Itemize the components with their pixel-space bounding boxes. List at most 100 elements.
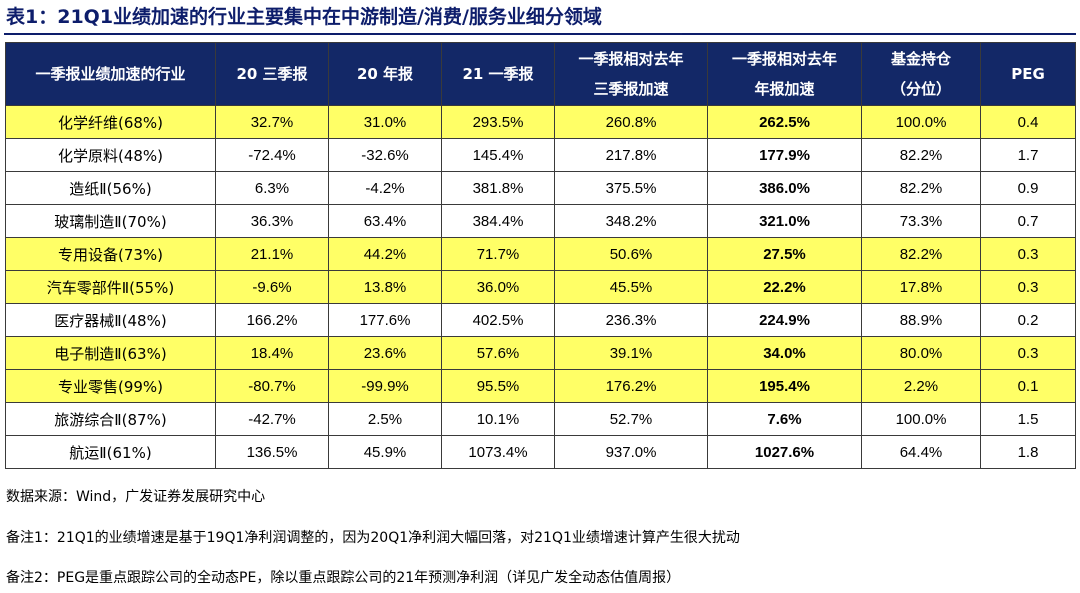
table-cell: 95.5% [441, 369, 555, 403]
header-text-line: 基金持仓 [890, 50, 951, 68]
table-cell: 27.5% [707, 237, 862, 271]
table-cell: 0.3 [980, 336, 1076, 370]
table-row: 玻璃制造Ⅱ(70%) 36.3% 63.4% 384.4% 348.2% 321.0% 73… [5, 204, 1076, 238]
table-cell: 402.5% [441, 303, 555, 337]
table-cell: 88.9% [861, 303, 981, 337]
table-cell: 0.7 [980, 204, 1076, 238]
table-cell: 375.5% [554, 171, 708, 205]
table-cell: 31.0% [328, 105, 442, 139]
col-fund-position-header: 基金持仓 （分位） [861, 42, 981, 106]
col-20q3-header: 20 三季报 [215, 42, 329, 106]
table-row: 旅游综合Ⅱ(87%) -42.7% 2.5% 10.1% 52.7% 7.6% 100.0%… [5, 402, 1076, 436]
header-text-line: 一季报相对去年 [731, 50, 837, 68]
table-row: 化学原料(48%) -72.4% -32.6% 145.4% 217.8% 177.9% 8… [5, 138, 1076, 172]
table-cell: 0.1 [980, 369, 1076, 403]
header-text-line: 三季报加速 [593, 80, 669, 98]
industry-name-cell: 医疗器械Ⅱ(48%) [5, 303, 216, 337]
table-cell: 176.2% [554, 369, 708, 403]
table-cell: 21.1% [215, 237, 329, 271]
table-cell: 82.2% [861, 237, 981, 271]
table-cell: 2.5% [328, 402, 442, 436]
table-cell: 177.6% [328, 303, 442, 337]
table-row: 汽车零部件Ⅱ(55%) -9.6% 13.8% 36.0% 45.5% 22.2% 17.8… [5, 270, 1076, 304]
industry-name-cell: 电子制造Ⅱ(63%) [5, 336, 216, 370]
table-cell: 22.2% [707, 270, 862, 304]
table-cell: 224.9% [707, 303, 862, 337]
industry-name-cell: 专业零售(99%) [5, 369, 216, 403]
table-cell: 1073.4% [441, 435, 555, 469]
table-cell: 0.3 [980, 270, 1076, 304]
table-cell: 384.4% [441, 204, 555, 238]
table-cell: 293.5% [441, 105, 555, 139]
table-cell: 100.0% [861, 105, 981, 139]
table-cell: 82.2% [861, 171, 981, 205]
table-cell: 348.2% [554, 204, 708, 238]
industry-name-cell: 化学原料(48%) [5, 138, 216, 172]
table-cell: 1.5 [980, 402, 1076, 436]
table-cell: 381.8% [441, 171, 555, 205]
industry-name-cell: 旅游综合Ⅱ(87%) [5, 402, 216, 436]
table-cell: 1.8 [980, 435, 1076, 469]
table-cell: 17.8% [861, 270, 981, 304]
table-row: 造纸Ⅱ(56%) 6.3% -4.2% 381.8% 375.5% 386.0% 82.2%… [5, 171, 1076, 205]
header-text-line: 一季报业绩加速的行业 [35, 65, 186, 83]
table-row: 专业零售(99%) -80.7% -99.9% 95.5% 176.2% 195.4% 2.… [5, 369, 1076, 403]
table-cell: 32.7% [215, 105, 329, 139]
table-cell: 177.9% [707, 138, 862, 172]
table-body: 化学纤维(68%) 32.7% 31.0% 293.5% 260.8% 262.5% 100… [5, 105, 1076, 469]
table-cell: 1.7 [980, 138, 1076, 172]
remark-2: 备注2：PEG是重点跟踪公司的全动态PE，除以重点跟踪公司的21年预测净利润（详… [6, 570, 681, 586]
table-row: 专用设备(73%) 21.1% 44.2% 71.7% 50.6% 27.5% 82.2% 0… [5, 237, 1076, 271]
table-row: 医疗器械Ⅱ(48%) 166.2% 177.6% 402.5% 236.3% 224.9%… [5, 303, 1076, 337]
header-text-line: PEG [1011, 65, 1045, 83]
table-cell: 0.3 [980, 237, 1076, 271]
table-header-row: 一季报业绩加速的行业 20 三季报 20 年报 21 一季报 一季报相对去年 三季报加速一… [5, 42, 1076, 106]
header-text-line: 21 一季报 [462, 65, 534, 83]
table-cell: 63.4% [328, 204, 442, 238]
table-row: 航运Ⅱ(61%) 136.5% 45.9% 1073.4% 937.0% 1027.6% 6… [5, 435, 1076, 469]
industry-table: 一季报业绩加速的行业 20 三季报 20 年报 21 一季报 一季报相对去年 三季报加速一… [5, 42, 1076, 469]
table-cell: 2.2% [861, 369, 981, 403]
table-cell: 50.6% [554, 237, 708, 271]
industry-name-cell: 航运Ⅱ(61%) [5, 435, 216, 469]
table-cell: 10.1% [441, 402, 555, 436]
industry-name-cell: 汽车零部件Ⅱ(55%) [5, 270, 216, 304]
col-20annual-header: 20 年报 [328, 42, 442, 106]
table-cell: 236.3% [554, 303, 708, 337]
table-cell: 260.8% [554, 105, 708, 139]
table-cell: 36.0% [441, 270, 555, 304]
industry-name-cell: 专用设备(73%) [5, 237, 216, 271]
table-cell: 18.4% [215, 336, 329, 370]
col-industry-header: 一季报业绩加速的行业 [5, 42, 216, 106]
table-cell: 73.3% [861, 204, 981, 238]
table-cell: 34.0% [707, 336, 862, 370]
table-cell: 0.2 [980, 303, 1076, 337]
table-cell: 386.0% [707, 171, 862, 205]
table-cell: -72.4% [215, 138, 329, 172]
table-cell: 39.1% [554, 336, 708, 370]
industry-name-cell: 造纸Ⅱ(56%) [5, 171, 216, 205]
table-cell: 64.4% [861, 435, 981, 469]
header-text-line: （分位） [890, 80, 951, 98]
industry-name-cell: 玻璃制造Ⅱ(70%) [5, 204, 216, 238]
table-cell: 80.0% [861, 336, 981, 370]
table-cell: 6.3% [215, 171, 329, 205]
col-vs-q3-header: 一季报相对去年 三季报加速 [554, 42, 708, 106]
table-cell: 13.8% [328, 270, 442, 304]
table-cell: 937.0% [554, 435, 708, 469]
table-cell: 82.2% [861, 138, 981, 172]
table-cell: 217.8% [554, 138, 708, 172]
table-cell: -80.7% [215, 369, 329, 403]
table-cell: -99.9% [328, 369, 442, 403]
source-note: 数据来源：Wind，广发证券发展研究中心 [6, 489, 266, 505]
table-cell: 262.5% [707, 105, 862, 139]
header-text-line: 20 年报 [356, 65, 414, 83]
table-cell: -9.6% [215, 270, 329, 304]
table-cell: -4.2% [328, 171, 442, 205]
table-cell: -32.6% [328, 138, 442, 172]
table-cell: 71.7% [441, 237, 555, 271]
table-cell: 7.6% [707, 402, 862, 436]
col-vs-annual-header: 一季报相对去年 年报加速 [707, 42, 862, 106]
table-cell: 44.2% [328, 237, 442, 271]
col-21q1-header: 21 一季报 [441, 42, 555, 106]
